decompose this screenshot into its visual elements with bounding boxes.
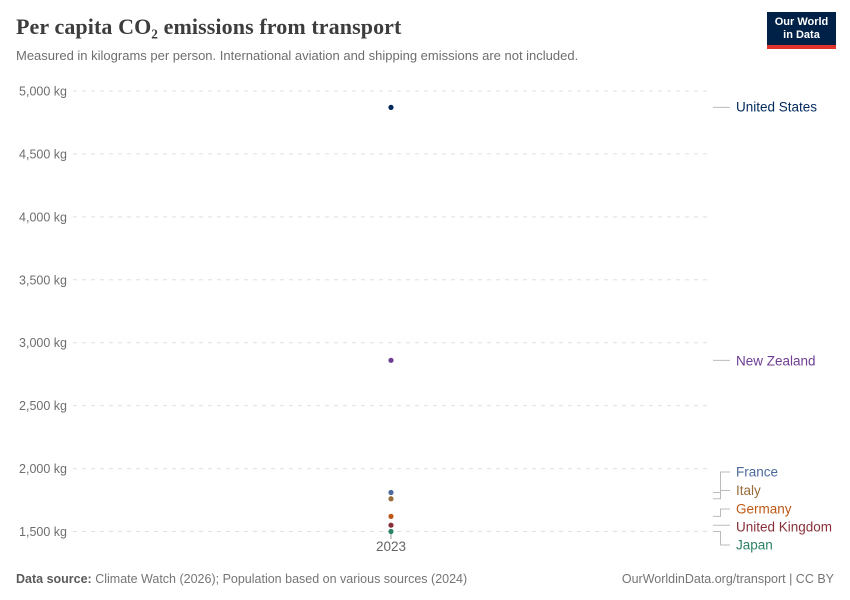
x-axis-tick-label: 2023 xyxy=(376,539,406,554)
y-axis-tick-label: 1,500 kg xyxy=(19,525,67,539)
y-axis-tick-label: 4,000 kg xyxy=(19,210,67,224)
label-connector xyxy=(713,508,730,517)
owid-logo[interactable]: Our World in Data xyxy=(767,12,836,49)
y-axis-tick-label: 2,000 kg xyxy=(19,462,67,476)
chart-title: Per capita CO₂ emissions from transport xyxy=(16,14,402,39)
data-source-text: Climate Watch (2026); Population based o… xyxy=(91,572,468,586)
data-point-united-kingdom[interactable] xyxy=(388,522,394,528)
credit-note[interactable]: OurWorldinData.org/transport | CC BY xyxy=(621,572,834,586)
data-point-new-zealand[interactable] xyxy=(388,357,394,363)
data-source-note: Data source: Climate Watch (2026); Popul… xyxy=(16,572,467,586)
chart-footer: Data source: Climate Watch (2026); Popul… xyxy=(16,572,834,586)
y-axis-tick-label: 3,000 kg xyxy=(19,336,67,350)
chart-subtitle: Measured in kilograms per person. Intern… xyxy=(16,48,579,63)
series-label-new-zealand[interactable]: New Zealand xyxy=(736,354,816,369)
label-connector xyxy=(713,471,730,493)
owid-logo-line2: in Data xyxy=(783,29,820,41)
data-point-united-states[interactable] xyxy=(388,104,394,110)
series-label-united-kingdom[interactable]: United Kingdom xyxy=(736,520,832,535)
series-label-united-states[interactable]: United States xyxy=(736,100,817,115)
data-point-france[interactable] xyxy=(388,489,394,496)
chart-header: Per capita CO₂ emissions from transport … xyxy=(16,14,750,63)
y-axis-tick-label: 5,000 kg xyxy=(19,85,67,99)
series-label-japan[interactable]: Japan xyxy=(736,538,773,553)
owid-logo-line1: Our World xyxy=(774,16,829,28)
y-axis-tick-label: 2,500 kg xyxy=(19,399,67,413)
y-axis-tick-label: 3,500 kg xyxy=(19,273,67,287)
data-point-italy[interactable] xyxy=(388,496,394,502)
series-label-germany[interactable]: Germany xyxy=(736,502,792,517)
data-point-germany[interactable] xyxy=(388,513,394,519)
label-connector xyxy=(713,531,730,546)
data-point-japan[interactable] xyxy=(388,528,394,535)
y-axis-tick-label: 4,500 kg xyxy=(19,147,67,161)
series-label-france[interactable]: France xyxy=(736,465,778,480)
series-label-italy[interactable]: Italy xyxy=(736,483,761,498)
label-connector xyxy=(713,490,730,500)
data-source-label: Data source: xyxy=(16,572,92,586)
